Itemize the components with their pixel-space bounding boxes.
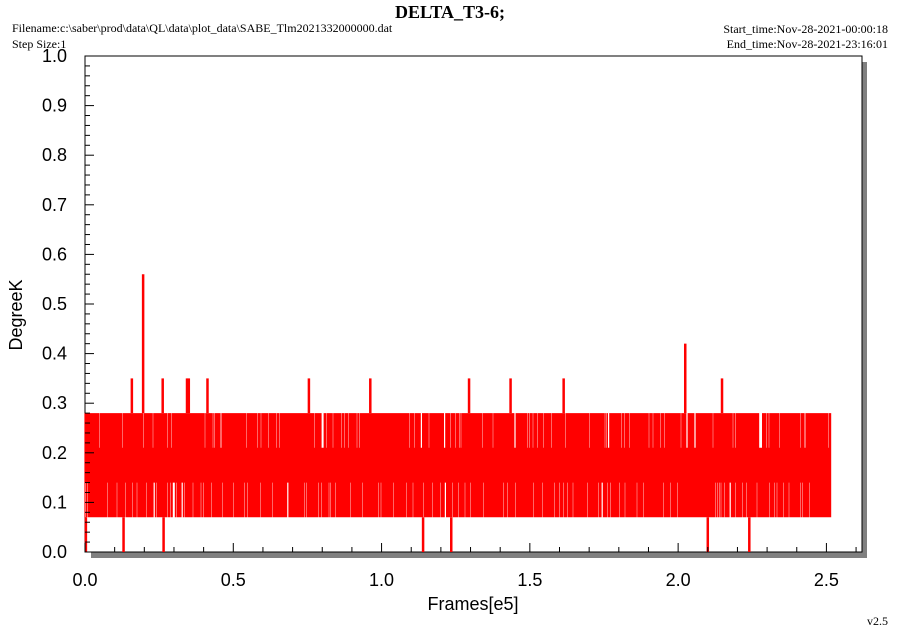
- y-tick-label: 0.8: [42, 145, 67, 165]
- y-tick-label: 0.4: [42, 344, 67, 364]
- x-tick-label: 2.5: [814, 570, 839, 590]
- y-tick-label: 1.0: [42, 46, 67, 66]
- y-tick-label: 0.6: [42, 244, 67, 264]
- end-time-label: End_time:Nov-28-2021-23:16:01: [726, 37, 888, 51]
- x-axis-label: Frames[e5]: [427, 594, 518, 614]
- series-layer: [84, 274, 832, 552]
- x-tick-label: 0.5: [221, 570, 246, 590]
- y-tick-label: 0.2: [42, 443, 67, 463]
- x-tick-label: 0.0: [72, 570, 97, 590]
- y-tick-label: 0.7: [42, 195, 67, 215]
- x-tick-label: 1.5: [517, 570, 542, 590]
- chart-title: DELTA_T3-6;: [394, 2, 506, 22]
- filename-label: Filename:c:\saber\prod\data\QL\data\plot…: [12, 21, 393, 35]
- y-axis-label: DegreeK: [6, 279, 26, 350]
- axes-layer: 0.0 0.1 0.2 0.3 0.4 0.5 0.6 0.7 0.8 0.9 1.0 0.0 0.5 1…: [42, 46, 857, 590]
- x-tick-label: 2.0: [666, 570, 691, 590]
- y-tick-label: 0.5: [42, 294, 67, 314]
- x-tick-label: 1.0: [369, 570, 394, 590]
- y-tick-label: 0.0: [42, 542, 67, 562]
- start-time-label: Start_time:Nov-28-2021-00:00:18: [723, 22, 888, 36]
- y-tick-label: 0.9: [42, 96, 67, 116]
- step-size-label: Step Size:1: [12, 37, 67, 51]
- series-line: [84, 413, 832, 518]
- y-tick-label: 0.1: [42, 492, 67, 512]
- series-band: [84, 413, 832, 518]
- y-tick-label: 0.3: [42, 393, 67, 413]
- version-label: v2.5: [867, 614, 888, 628]
